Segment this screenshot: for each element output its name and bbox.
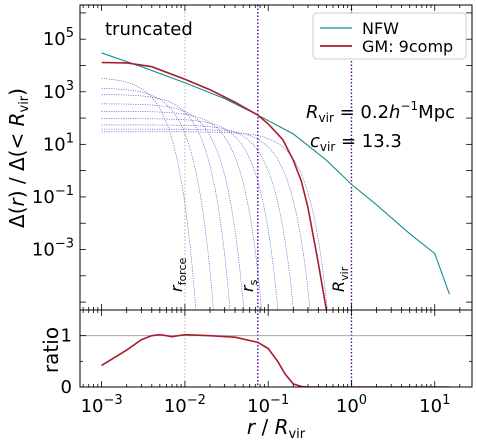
ratio-panel: 01 bbox=[61, 309, 473, 398]
main-y-tick-label-0: 105 bbox=[43, 26, 74, 50]
x-tick-label-1: 10−2 bbox=[164, 393, 206, 417]
x-tick-label-0: 10−3 bbox=[81, 393, 123, 417]
legend-label-0: NFW bbox=[362, 19, 399, 38]
component-curve-7 bbox=[101, 124, 294, 310]
main-plot-area bbox=[101, 5, 450, 310]
component-curve-6 bbox=[101, 118, 279, 310]
ratio-y-tick-label-0: 0 bbox=[61, 377, 72, 398]
x-tick-label-3: 100 bbox=[336, 393, 367, 417]
main-y-tick-label-1: 103 bbox=[43, 79, 74, 103]
truncated-label: truncated bbox=[105, 19, 193, 40]
x-axis-label: r / Rvir bbox=[247, 415, 306, 442]
nfw-line bbox=[101, 52, 450, 295]
main-panel: 105 103 101 10−1 10−3 truncated Rvir = 0.2h−1M… bbox=[32, 4, 473, 311]
main-y-tick-label-4: 10−3 bbox=[32, 237, 74, 261]
r-force-label: rforce bbox=[167, 257, 189, 292]
component-curve-5 bbox=[101, 111, 262, 310]
r-s-label: rs bbox=[238, 279, 260, 292]
ratio-y-tick-label-1: 1 bbox=[61, 326, 72, 347]
r-vir-label: Rvir bbox=[329, 266, 351, 292]
ratio-y-axis-label: ratio bbox=[39, 327, 63, 373]
main-y-tick-label-3: 10−1 bbox=[32, 184, 74, 208]
gm-9comp-line bbox=[101, 61, 328, 310]
legend-label-1: GM: 9comp bbox=[362, 37, 453, 56]
main-y-axis-label: Δ(r) / Δ(< Rvir) bbox=[5, 88, 32, 228]
ratio-line bbox=[101, 333, 450, 387]
rvir-annotation: Rvir = 0.2h−1Mpc bbox=[306, 99, 455, 125]
x-tick-label-2: 10−1 bbox=[247, 393, 289, 417]
x-tick-label-4: 101 bbox=[419, 393, 450, 417]
component-curve-4 bbox=[101, 103, 244, 310]
component-curve-8 bbox=[101, 128, 311, 310]
ratio-frame bbox=[79, 309, 473, 388]
ratio-plot-area bbox=[80, 310, 472, 387]
component-curve-2 bbox=[101, 88, 214, 310]
component-curve-3 bbox=[101, 94, 231, 310]
legend-frame bbox=[312, 12, 467, 60]
cvir-annotation: cvir = 13.3 bbox=[310, 131, 402, 154]
main-y-tick-label-2: 101 bbox=[43, 131, 74, 155]
